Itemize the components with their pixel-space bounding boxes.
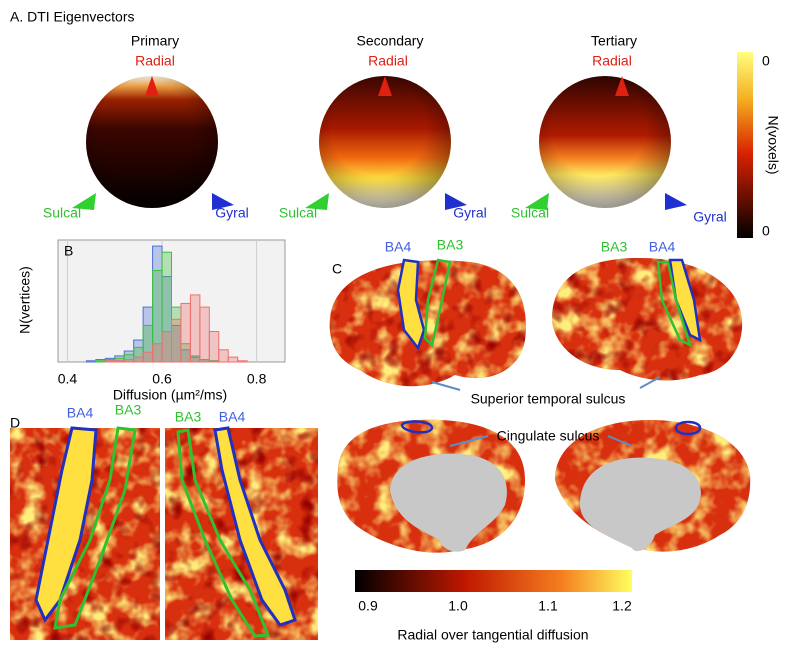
colorbar-tick: 1.1 [538,598,558,614]
colorbar-tick: 1.2 [612,598,632,614]
colorbar-tick: 0 [762,53,770,69]
radial-arrow [378,76,392,96]
sphere-group: Tertiary Radial Sulcal Gyral [511,33,727,225]
ba3-outline [656,260,693,348]
sulcal-arrow [305,193,329,210]
x-tick-label: 0.8 [247,371,267,387]
colorbar [737,52,753,238]
region-label: BA4 [67,405,94,421]
panel-label: A. DTI Eigenvectors [10,9,135,25]
colorbar-tick: 0.9 [358,598,378,614]
histogram-bar [85,360,97,363]
colorbar-tick: 1.0 [448,598,468,614]
axis-label: Gyral [453,205,486,221]
axis-label: Radial [592,53,632,69]
brain-medial [555,420,751,552]
radial-arrow [615,76,629,96]
medial-wall [390,453,507,552]
colorbar-label: Radial over tangential diffusion [397,627,588,643]
ba3-outline [423,258,452,348]
colorbar [355,570,632,592]
x-tick-label: 0.4 [58,371,78,387]
ba4-outline [213,426,297,627]
histogram-bar [189,294,201,363]
histogram-bar [95,360,106,363]
pointer-arrow [431,381,461,391]
sphere-title: Tertiary [591,33,637,49]
histogram-bar [218,349,229,363]
radial-arrow [145,76,159,96]
brain-lateral [329,258,526,387]
panel-label: C [332,261,342,277]
sphere-title: Primary [131,33,179,49]
pointer-arrow [449,435,489,447]
brain-medial [337,419,525,553]
x-axis-label: Diffusion (µm²/ms) [113,387,227,403]
ba3-outline [176,428,271,638]
brain-texture [552,258,743,381]
sphere-shade [319,76,451,208]
pointer-arrow [639,376,661,389]
panel-label: B [64,243,73,259]
annotation: Superior temporal sulcus [471,391,626,407]
y-axis-label: N(vertices) [17,266,33,334]
panel-label: D [10,415,20,431]
histogram-bar [114,360,125,363]
sphere-shade [86,76,218,208]
zoom-panel [10,426,160,640]
histogram-bar [161,331,173,363]
region-label: BA3 [175,409,202,425]
ba3-outline [53,426,137,630]
histogram-bar [104,360,116,363]
histogram-bar [152,343,163,363]
sphere-group: Primary Radial Sulcal Gyral [43,33,249,221]
colorbar-tick: 0 [762,223,770,239]
axis-label: Radial [368,53,408,69]
ba4-outline [674,420,702,436]
gyral-arrow [212,193,234,210]
region-label: BA4 [219,409,246,425]
medial-wall [580,457,701,552]
sphere-shade [539,76,671,208]
histogram-bar [142,351,154,363]
sulcal-arrow [72,193,96,210]
histogram-bar [133,356,144,363]
gyral-arrow [665,193,687,210]
colorbar-label: N(voxels) [765,115,781,174]
axis-label: Sulcal [511,205,549,221]
annotation: Cingulate sulcus [497,428,600,444]
axis-label: Sulcal [279,205,317,221]
histogram-bar [208,331,220,363]
histogram-bar [227,356,239,363]
axis-label: Gyral [693,209,726,225]
axis-label: Gyral [215,205,248,221]
axis-label: Radial [135,53,175,69]
pointer-arrow [607,435,633,447]
brain-lateral [552,258,743,381]
sphere-title: Secondary [357,33,424,49]
region-label: BA3 [437,237,464,253]
ba4-outline [400,420,434,434]
region-label: BA3 [115,402,142,418]
region-label: BA4 [385,239,412,255]
region-label: BA4 [649,239,676,255]
histogram [57,239,286,363]
zoom-panel [165,426,318,640]
histogram-bar [180,302,191,363]
brain-texture [329,260,526,387]
ba4-outline [396,258,426,351]
region-label: BA3 [601,239,628,255]
axis-label: Sulcal [43,205,81,221]
gyral-arrow [445,193,467,210]
histogram-bar [199,306,210,363]
histogram-bar [171,318,182,363]
histogram-bar [237,360,248,363]
ba4-outline [34,426,98,623]
histogram-bar [123,359,135,363]
sulcal-arrow [525,193,549,210]
x-tick-label: 0.6 [152,371,172,387]
sphere-group: Secondary Radial Sulcal Gyral [279,33,487,221]
